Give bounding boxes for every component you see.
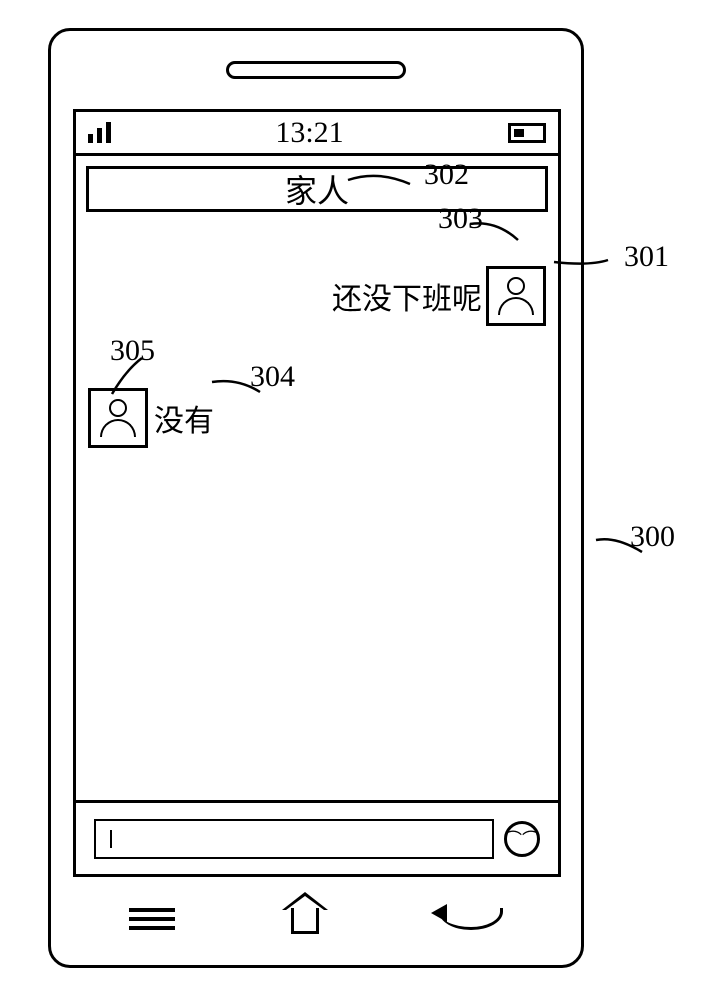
ref-label-300: 300 (630, 520, 675, 554)
message-row-left: 没有 (88, 388, 214, 448)
back-icon (439, 908, 503, 930)
chat-area: 还没下班呢 没有 (76, 222, 558, 800)
phone-speaker (226, 61, 406, 79)
message-text: 没有 (154, 396, 214, 440)
message-row-right: 还没下班呢 (332, 266, 546, 326)
phone-outer-frame: 13:21 家人 还没下班呢 (48, 28, 584, 968)
figure-canvas: 13:21 家人 还没下班呢 (0, 0, 704, 1000)
person-icon (507, 277, 525, 295)
back-button[interactable] (435, 908, 503, 930)
home-icon-body (291, 908, 319, 934)
battery-icon (508, 123, 546, 143)
clock-text: 13:21 (275, 116, 343, 150)
person-icon-body (100, 419, 136, 437)
person-icon (109, 399, 127, 417)
phone-screen: 13:21 家人 还没下班呢 (73, 109, 561, 877)
menu-button[interactable] (129, 903, 175, 935)
message-text: 还没下班呢 (332, 274, 482, 318)
avatar-right[interactable] (486, 266, 546, 326)
ref-label-302: 302 (424, 158, 469, 192)
status-bar: 13:21 (76, 112, 558, 156)
back-icon-arrow (431, 904, 447, 922)
input-bar: ⌒⌒ (76, 800, 558, 874)
message-input[interactable] (94, 819, 494, 859)
nav-bar (73, 893, 559, 945)
avatar-left[interactable] (88, 388, 148, 448)
ref-label-301: 301 (624, 240, 669, 274)
signal-icon (88, 122, 111, 143)
home-button[interactable] (286, 902, 324, 936)
ref-label-303: 303 (438, 202, 483, 236)
person-icon-body (498, 297, 534, 315)
chat-title: 家人 (285, 166, 349, 212)
ref-label-305: 305 (110, 334, 155, 368)
ref-label-304: 304 (250, 360, 295, 394)
smile-icon: ⌒⌒ (504, 826, 540, 852)
emoji-button[interactable]: ⌒⌒ (504, 821, 540, 857)
